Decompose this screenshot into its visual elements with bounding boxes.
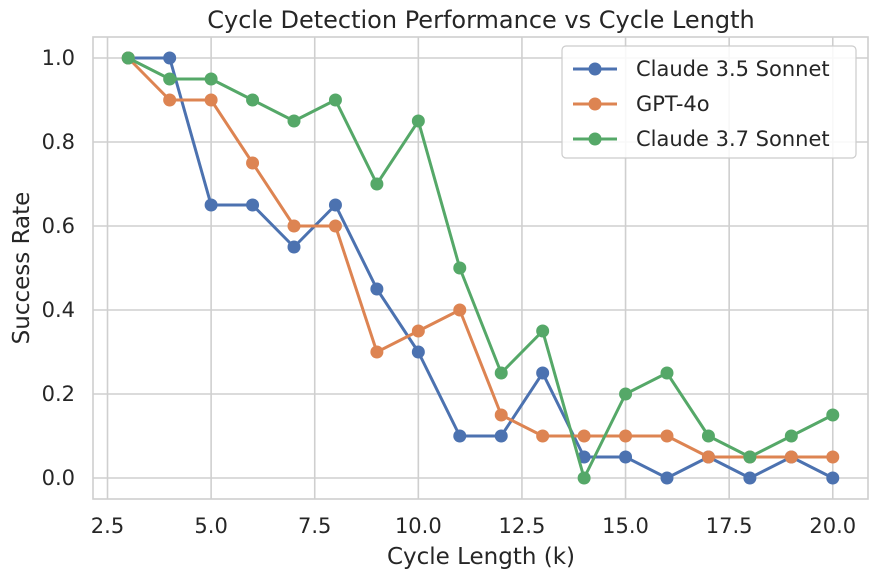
data-point <box>784 429 798 443</box>
x-tick-label: 17.5 <box>706 514 753 538</box>
x-axis-label: Cycle Length (k) <box>387 544 575 570</box>
data-point <box>246 93 260 107</box>
data-point <box>287 219 301 233</box>
series-gpt-4o <box>121 51 840 464</box>
data-point <box>287 114 301 128</box>
data-point <box>660 366 674 380</box>
data-point <box>660 429 674 443</box>
legend: Claude 3.5 Sonnet GPT-4o Claude 3.7 Sonnet <box>561 45 857 159</box>
data-point <box>370 345 384 359</box>
data-point <box>453 429 467 443</box>
data-point <box>328 198 342 212</box>
legend-entry-claude-3-5-sonnet: Claude 3.5 Sonnet <box>573 57 830 81</box>
x-tick-label: 5.0 <box>194 514 227 538</box>
data-point <box>577 450 591 464</box>
legend-label: GPT-4o <box>636 92 710 116</box>
data-point <box>328 93 342 107</box>
data-point <box>287 240 301 254</box>
data-point <box>619 387 633 401</box>
x-tick-label: 12.5 <box>499 514 546 538</box>
data-point <box>743 450 757 464</box>
chart-title: Cycle Detection Performance vs Cycle Len… <box>207 6 755 34</box>
series-layer <box>121 51 840 485</box>
data-point <box>784 450 798 464</box>
x-tick-label: 7.5 <box>298 514 331 538</box>
data-point <box>204 198 218 212</box>
x-tick-label: 10.0 <box>395 514 442 538</box>
data-point <box>453 261 467 275</box>
legend-marker <box>588 62 602 76</box>
data-point <box>411 114 425 128</box>
data-point <box>246 156 260 170</box>
data-point <box>494 429 508 443</box>
series-line <box>128 56 834 480</box>
series-line <box>127 56 834 480</box>
legend-entry-gpt-4o: GPT-4o <box>573 92 710 116</box>
data-point <box>453 303 467 317</box>
y-tick-labels: 0.0 0.2 0.4 0.6 0.8 1.0 <box>42 46 75 490</box>
data-point <box>494 366 508 380</box>
data-point <box>826 471 840 485</box>
legend-marker <box>588 97 602 111</box>
legend-entry-claude-3-7-sonnet: Claude 3.7 Sonnet <box>573 127 830 151</box>
legend-box <box>561 45 857 159</box>
plot-frame <box>92 36 869 500</box>
data-point <box>577 429 591 443</box>
data-point <box>536 366 550 380</box>
legend-marker <box>588 132 602 146</box>
data-point <box>246 198 260 212</box>
y-tick-label: 0.8 <box>42 130 75 154</box>
legend-label: Claude 3.7 Sonnet <box>636 127 830 151</box>
data-point <box>826 408 840 422</box>
legend-label: Claude 3.5 Sonnet <box>636 57 830 81</box>
x-tick-labels: 2.5 5.0 7.5 10.0 12.5 15.0 17.5 20.0 <box>91 514 856 538</box>
data-point <box>163 51 177 65</box>
y-tick-label: 0.2 <box>42 382 75 406</box>
data-point <box>121 51 135 65</box>
data-point <box>619 429 633 443</box>
y-tick-label: 0.4 <box>42 298 75 322</box>
data-point <box>701 429 715 443</box>
y-tick-label: 0.0 <box>42 466 75 490</box>
x-tick-label: 2.5 <box>91 514 124 538</box>
x-tick-label: 20.0 <box>809 514 856 538</box>
data-point <box>411 345 425 359</box>
series-line <box>127 56 833 459</box>
data-point <box>328 219 342 233</box>
data-point <box>204 72 218 86</box>
y-axis-label: Success Rate <box>9 192 35 345</box>
x-tick-label: 15.0 <box>602 514 649 538</box>
data-point <box>701 450 715 464</box>
y-tick-label: 0.6 <box>42 214 75 238</box>
data-point <box>370 282 384 296</box>
data-point <box>411 324 425 338</box>
data-point <box>204 93 218 107</box>
data-point <box>163 93 177 107</box>
data-point <box>494 408 508 422</box>
data-point <box>536 324 550 338</box>
data-point <box>660 471 674 485</box>
y-tick-label: 1.0 <box>42 46 75 70</box>
data-point <box>577 471 591 485</box>
data-point <box>536 429 550 443</box>
data-point <box>743 471 757 485</box>
series-claude-3-7-sonnet <box>121 51 840 485</box>
data-point <box>826 450 840 464</box>
data-point <box>619 450 633 464</box>
data-point <box>163 72 177 86</box>
data-point <box>370 177 384 191</box>
